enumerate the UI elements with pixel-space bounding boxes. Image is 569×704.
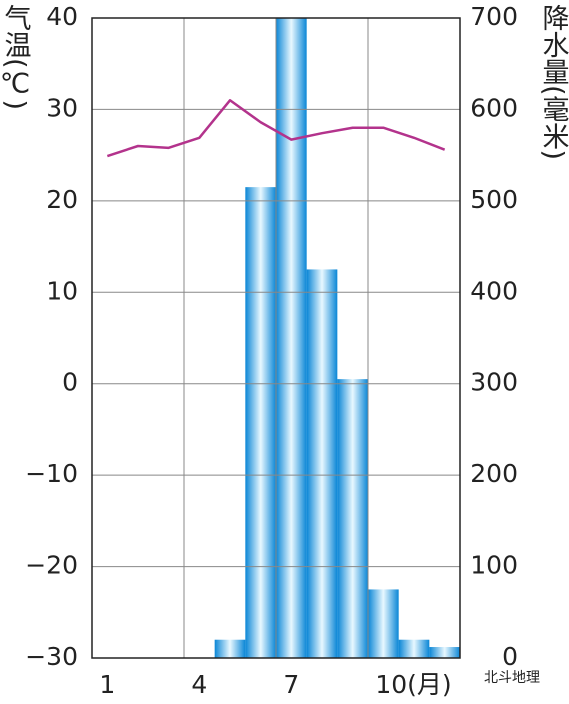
y2-tick-label: 100: [470, 551, 518, 580]
x-tick-label: 10(月): [375, 670, 451, 699]
y-tick-label: 10: [46, 276, 78, 305]
y2-tick-label: 0: [502, 642, 518, 671]
bar: [368, 589, 399, 658]
plot: [214, 18, 460, 658]
y-tick-label: −20: [25, 551, 78, 580]
watermark: 北斗地理: [484, 670, 540, 686]
plot-frame: [91, 17, 461, 659]
y2-tick-label: 500: [470, 185, 518, 214]
x-tick-label: 7: [283, 670, 299, 699]
bar: [337, 379, 368, 658]
x-tick-label: 1: [99, 670, 115, 699]
bar: [398, 639, 430, 658]
y2-tick-label: 600: [470, 93, 518, 122]
y2-tick-label: 300: [470, 368, 518, 397]
y2-tick-label: 400: [470, 276, 518, 305]
bar: [306, 269, 338, 658]
y-tick-label: −10: [25, 459, 78, 488]
y-tick-label: 30: [46, 93, 78, 122]
y2-tick-label: 200: [470, 459, 518, 488]
bar: [214, 639, 246, 658]
y-axis-label: 气温(℃): [0, 4, 31, 110]
bar: [276, 18, 307, 658]
x-tick-label: 4: [191, 670, 207, 699]
y-tick-label: −30: [25, 642, 78, 671]
bar: [429, 647, 460, 658]
y-tick-label: 0: [62, 368, 78, 397]
y2-axis-label: 降水量(毫米): [538, 4, 569, 160]
y-tick-label: 20: [46, 185, 78, 214]
y-tick-label: 40: [46, 2, 78, 31]
temperature-line: [106, 99, 446, 158]
bar: [245, 187, 276, 658]
y2-tick-label: 700: [470, 2, 518, 31]
